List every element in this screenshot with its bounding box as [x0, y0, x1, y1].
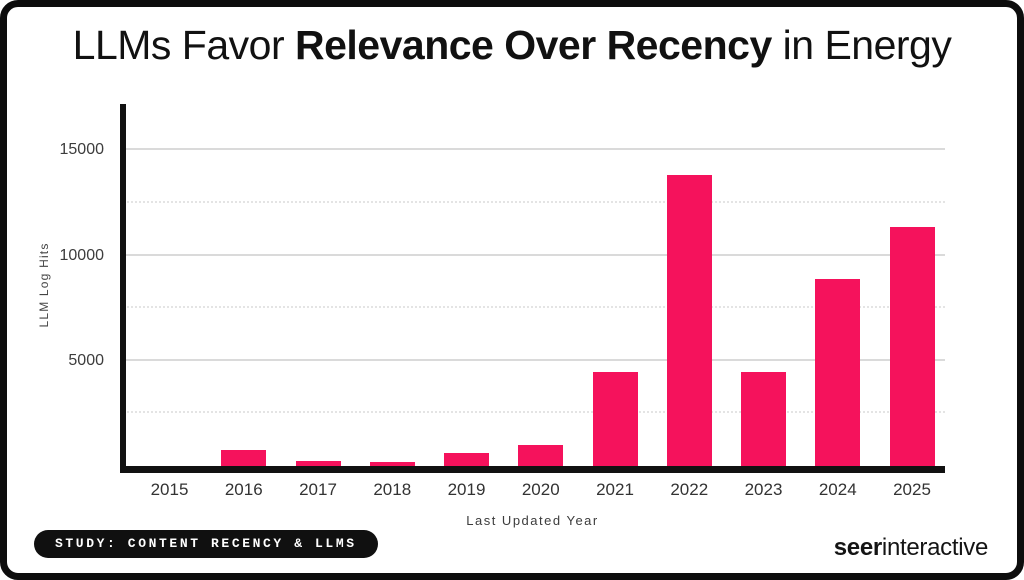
x-tick-label-2025: 2025 — [893, 480, 931, 499]
seer-interactive-logo: seerinteractive — [833, 534, 989, 562]
logo-regular-text: interactive — [881, 534, 988, 561]
gridline-major-15000 — [122, 148, 945, 151]
x-tick-label-2017: 2017 — [299, 480, 337, 499]
y-tick-label-5000: 5000 — [68, 351, 104, 369]
title-part1: LLMs Favor — [72, 22, 295, 68]
bar-2016 — [221, 450, 267, 466]
x-tick-label-2022: 2022 — [670, 480, 709, 499]
bar-2025 — [889, 227, 935, 466]
bar-2021 — [592, 372, 638, 466]
x-tick-label-2015: 2015 — [150, 480, 189, 499]
gridline-minor-12500 — [122, 200, 945, 203]
gridline-major-10000 — [122, 253, 945, 256]
x-tick-label-2024: 2024 — [818, 480, 857, 499]
page-title: LLMs Favor Relevance Over Recency in Ene… — [0, 22, 1024, 69]
y-axis-line — [120, 104, 126, 473]
study-badge: STUDY: CONTENT RECENCY & LLMS — [34, 530, 378, 558]
title-part3: in Energy — [771, 22, 952, 68]
x-tick-label-2020: 2020 — [521, 480, 560, 499]
x-tick-label-2016: 2016 — [224, 480, 263, 499]
logo-bold-text: seer — [833, 534, 882, 561]
bar-2019 — [444, 452, 489, 466]
bar-2024 — [815, 278, 861, 466]
title-bold-part: Relevance Over Recency — [294, 22, 772, 68]
bar-2020 — [518, 444, 564, 466]
bar-2018 — [369, 461, 415, 466]
plot-area: 5000 10000 15000 2015 2016 2017 2018 2019 2020 20… — [60, 104, 945, 499]
x-axis-title: Last Updated Year — [466, 513, 599, 528]
x-axis-line — [120, 466, 945, 473]
bar-2023 — [741, 372, 786, 466]
bar-2017 — [295, 460, 341, 466]
y-tick-label-10000: 10000 — [59, 246, 105, 264]
x-tick-label-2023: 2023 — [744, 480, 783, 499]
x-tick-label-2019: 2019 — [447, 480, 486, 499]
gridline-major-5000 — [122, 358, 945, 361]
gridline-minor-7500 — [122, 306, 945, 309]
x-tick-label-2021: 2021 — [596, 480, 634, 499]
x-tick-label-2018: 2018 — [373, 480, 412, 499]
bar-2022 — [666, 174, 712, 466]
gridline-minor-2500 — [122, 411, 945, 414]
y-tick-label-15000: 15000 — [59, 141, 105, 159]
